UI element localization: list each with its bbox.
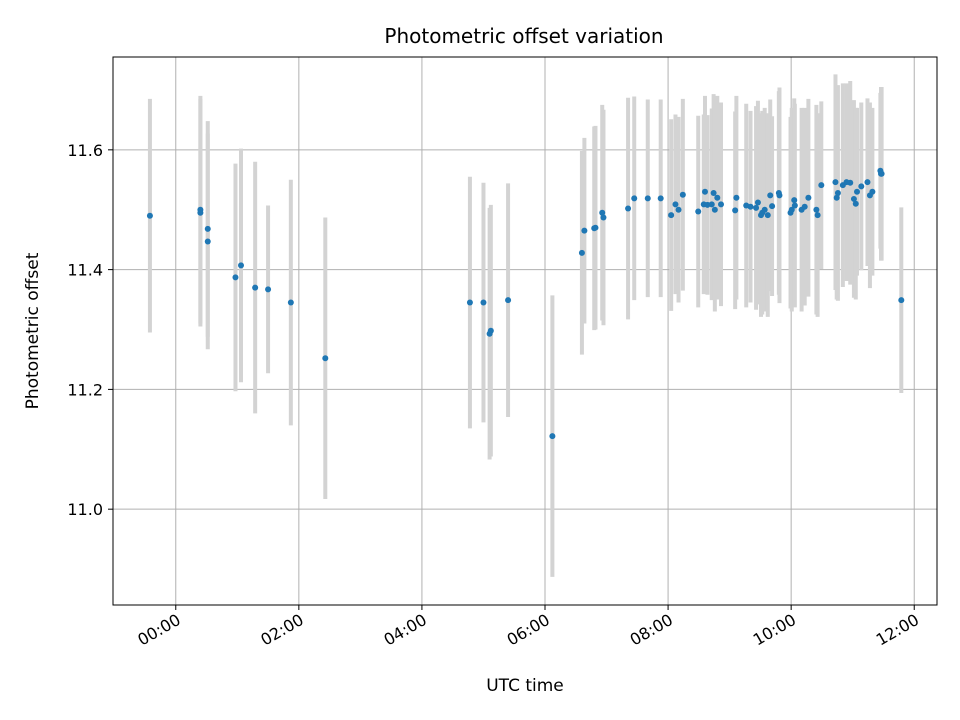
x-tick-label: 06:00 bbox=[504, 610, 553, 650]
data-point bbox=[592, 224, 599, 231]
data-point bbox=[549, 433, 556, 440]
data-point bbox=[869, 188, 876, 195]
data-point bbox=[657, 195, 664, 202]
data-point bbox=[287, 299, 294, 306]
data-point bbox=[814, 212, 821, 219]
data-point bbox=[847, 179, 854, 186]
data-point bbox=[732, 207, 739, 214]
data-point bbox=[578, 249, 585, 256]
data-point bbox=[878, 170, 885, 177]
plot-frame bbox=[112, 56, 938, 606]
data-point bbox=[480, 299, 487, 306]
data-point bbox=[813, 206, 820, 213]
x-tick-label: 00:00 bbox=[134, 610, 183, 650]
data-point bbox=[238, 262, 244, 269]
data-point bbox=[833, 194, 840, 201]
data-point bbox=[679, 191, 686, 198]
data-point bbox=[747, 203, 754, 210]
x-tick-label: 10:00 bbox=[750, 610, 799, 650]
data-point bbox=[832, 179, 839, 186]
data-point bbox=[864, 179, 871, 186]
x-axis-label: UTC time bbox=[486, 676, 564, 696]
data-point bbox=[252, 284, 259, 291]
y-tick-label: 11.2 bbox=[67, 380, 103, 399]
data-point bbox=[753, 204, 760, 211]
data-point bbox=[505, 297, 512, 304]
y-tick-label: 11.4 bbox=[67, 261, 103, 280]
data-point bbox=[834, 189, 841, 196]
data-point bbox=[769, 203, 776, 210]
data-point bbox=[898, 297, 905, 304]
data-point bbox=[672, 201, 679, 208]
data-point bbox=[322, 355, 329, 362]
data-point bbox=[733, 194, 740, 201]
data-point bbox=[710, 189, 717, 196]
x-tick-label: 04:00 bbox=[380, 610, 429, 650]
data-point bbox=[695, 208, 702, 215]
data-point bbox=[599, 209, 606, 216]
data-point bbox=[644, 195, 651, 202]
data-point bbox=[675, 206, 682, 213]
y-axis-label: Photometric offset bbox=[23, 252, 43, 409]
data-points bbox=[146, 167, 905, 440]
data-point bbox=[764, 212, 771, 219]
data-point bbox=[487, 327, 494, 334]
data-point bbox=[791, 202, 798, 209]
data-point bbox=[581, 227, 588, 234]
data-point bbox=[714, 194, 721, 201]
x-tick-label: 12:00 bbox=[873, 610, 922, 650]
data-point bbox=[625, 205, 632, 212]
data-point bbox=[805, 194, 812, 201]
data-point bbox=[204, 225, 211, 232]
data-point bbox=[791, 197, 798, 204]
data-point bbox=[711, 206, 718, 213]
data-point bbox=[466, 299, 473, 306]
data-point bbox=[761, 206, 768, 213]
chart-title: Photometric offset variation bbox=[384, 24, 663, 48]
data-point bbox=[204, 238, 211, 245]
data-point bbox=[702, 188, 708, 195]
data-point bbox=[850, 195, 857, 202]
data-point bbox=[668, 212, 675, 219]
data-point bbox=[265, 286, 272, 293]
x-axis-ticks: 00:00 02:00 04:00 06:00 08:00 10:00 12:00 bbox=[134, 605, 922, 650]
data-point bbox=[708, 201, 715, 208]
data-point bbox=[767, 192, 774, 199]
data-point bbox=[801, 203, 808, 210]
x-tick-label: 08:00 bbox=[627, 610, 676, 650]
data-point bbox=[718, 201, 724, 208]
data-point bbox=[818, 182, 825, 189]
y-tick-label: 11.6 bbox=[67, 141, 103, 160]
data-point bbox=[631, 195, 638, 202]
y-tick-label: 11.0 bbox=[67, 500, 103, 519]
data-point bbox=[852, 200, 859, 207]
x-tick-label: 02:00 bbox=[257, 610, 306, 650]
data-point bbox=[197, 209, 204, 216]
y-axis-ticks: 11.0 11.2 11.4 11.6 bbox=[67, 141, 113, 519]
data-point bbox=[854, 188, 860, 195]
data-point bbox=[776, 192, 783, 199]
data-point bbox=[858, 183, 865, 190]
data-point bbox=[600, 214, 607, 221]
data-point bbox=[754, 199, 761, 206]
data-point bbox=[146, 212, 153, 219]
data-point bbox=[788, 206, 795, 213]
data-point bbox=[232, 274, 239, 281]
